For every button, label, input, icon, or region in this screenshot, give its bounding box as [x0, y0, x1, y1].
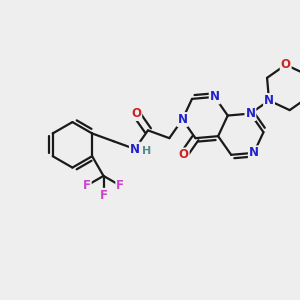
Text: F: F — [83, 179, 91, 192]
Text: N: N — [210, 90, 220, 104]
Text: F: F — [100, 189, 107, 202]
Text: H: H — [142, 146, 152, 156]
Text: N: N — [264, 94, 274, 107]
Text: O: O — [131, 107, 141, 120]
Text: F: F — [116, 179, 124, 192]
Text: N: N — [245, 107, 255, 120]
Text: N: N — [177, 113, 188, 126]
Text: O: O — [179, 148, 189, 161]
Text: O: O — [281, 58, 291, 71]
Text: N: N — [130, 142, 140, 155]
Text: N: N — [249, 146, 259, 159]
